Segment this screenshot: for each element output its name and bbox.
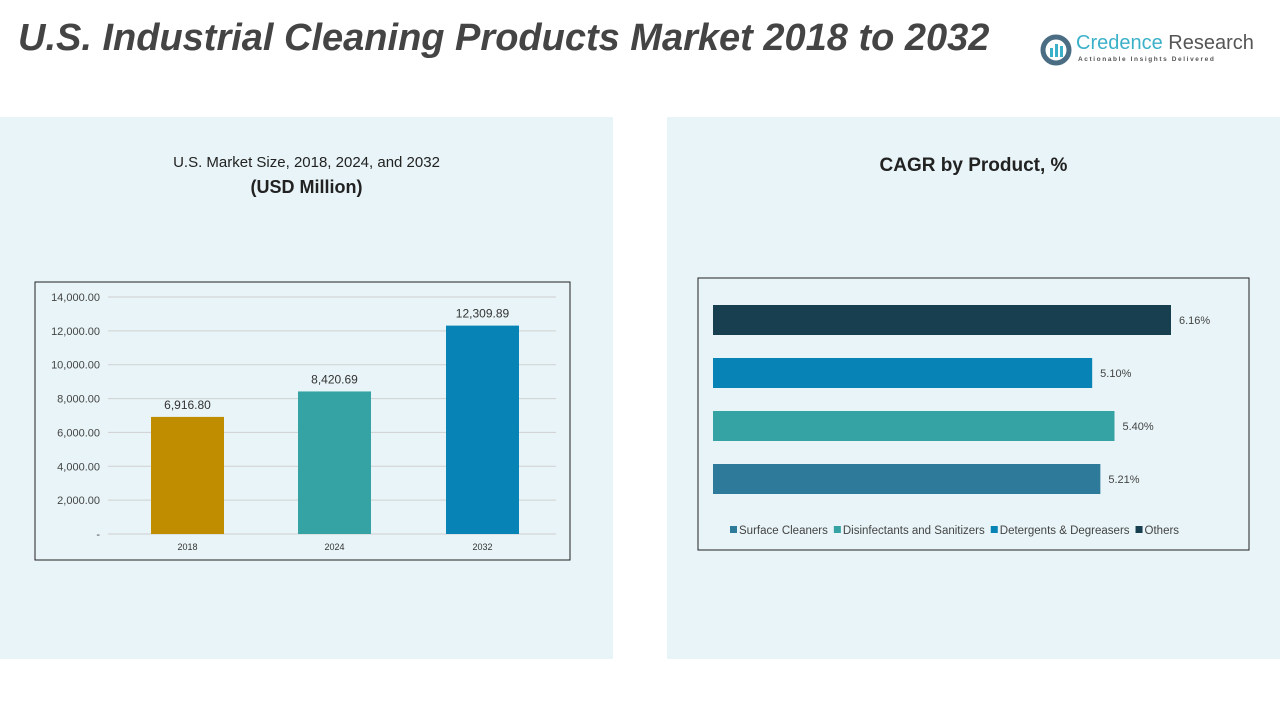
y-tick-label: 14,000.00 [51, 292, 100, 304]
bar-Detergents & Degreasers [713, 358, 1093, 388]
legend-swatch [833, 526, 841, 533]
data-label: 12,309.89 [456, 307, 510, 321]
y-tick-label: 6,000.00 [57, 427, 100, 439]
chart-title: U.S. Market Size, 2018, 2024, and 2032 [173, 154, 440, 171]
legend-swatch [990, 526, 998, 533]
data-label: 6.16% [1179, 315, 1210, 327]
logo: Credence Research Actionable Insights De… [1040, 32, 1260, 72]
y-tick-label: 2,000.00 [57, 495, 100, 507]
logo-icon [1040, 34, 1072, 66]
x-tick-label: 2018 [177, 542, 197, 552]
data-label: 5.21% [1108, 474, 1139, 486]
legend-item: Others [1145, 525, 1180, 537]
y-tick-label: - [96, 529, 100, 541]
data-label: 8,420.69 [311, 372, 358, 386]
x-tick-label: 2024 [324, 542, 344, 552]
logo-name: Credence Research [1076, 32, 1254, 54]
logo-tagline: Actionable Insights Delivered [1078, 56, 1216, 63]
data-label: 6,916.80 [164, 398, 211, 412]
y-tick-label: 4,000.00 [57, 461, 100, 473]
y-tick-label: 10,000.00 [51, 360, 100, 372]
bar-2018 [151, 416, 224, 534]
page-title: U.S. Industrial Cleaning Products Market… [18, 17, 990, 59]
legend-item: Disinfectants and Sanitizers [843, 525, 985, 537]
bar-Others [713, 305, 1171, 335]
legend-item: Detergents & Degreasers [1000, 525, 1130, 537]
data-label: 5.40% [1122, 421, 1153, 433]
y-tick-label: 12,000.00 [51, 326, 100, 338]
chart-subtitle: (USD Million) [250, 177, 363, 197]
legend-swatch [1135, 526, 1143, 533]
data-label: 5.10% [1100, 368, 1131, 380]
x-tick-label: 2032 [472, 542, 492, 552]
bar-2032 [446, 325, 519, 534]
bar-Disinfectants and Sanitizers [713, 411, 1115, 441]
bar-2024 [298, 391, 371, 534]
legend-item: Surface Cleaners [739, 525, 828, 537]
bar-Surface Cleaners [713, 464, 1101, 494]
chart-title: CAGR by Product, % [879, 155, 1068, 176]
y-tick-label: 8,000.00 [57, 394, 100, 406]
legend-swatch [730, 526, 737, 533]
